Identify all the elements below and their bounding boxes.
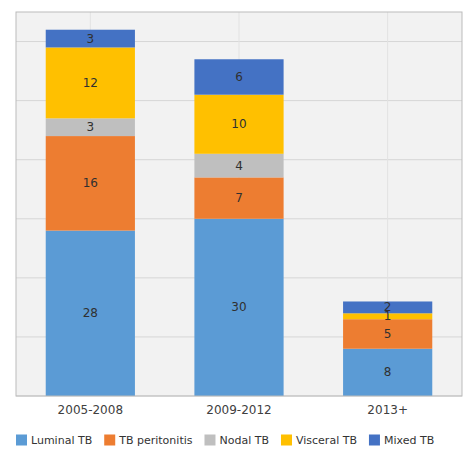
data-label: 12: [83, 76, 98, 90]
x-tick-label: 2005-2008: [58, 403, 123, 417]
x-tick-label: 2013+: [367, 403, 408, 417]
data-label: 3: [87, 32, 95, 46]
bar-segment: [194, 59, 283, 94]
data-label: 3: [87, 120, 95, 134]
data-labels: 2830816753412101362: [83, 32, 392, 380]
legend-label: Luminal TB: [31, 434, 92, 447]
plot-background: [16, 12, 462, 396]
legend-label: TB peritonitis: [118, 434, 193, 447]
legend-item: TB peritonitis: [104, 434, 193, 447]
data-label: 10: [231, 117, 246, 131]
data-label: 6: [235, 70, 243, 84]
data-label: 28: [83, 306, 98, 320]
x-tick-label: 2009-2012: [206, 403, 271, 417]
bar-segment: [46, 118, 135, 136]
legend-item: Mixed TB: [369, 434, 434, 447]
plot-frame: [16, 12, 462, 396]
bar-segment: [194, 177, 283, 218]
chart-svg: 28308167534121013622005-20082009-2012201…: [0, 0, 474, 474]
bar-segment: [46, 30, 135, 48]
legend-item: Nodal TB: [204, 434, 269, 447]
legend-label: Visceral TB: [296, 434, 357, 447]
data-label: 16: [83, 176, 98, 190]
data-label: 7: [235, 191, 243, 205]
bar-segment: [46, 231, 135, 396]
bar-segment: [343, 319, 432, 349]
legend-swatch: [204, 435, 215, 446]
data-label: 8: [384, 365, 392, 379]
legend-swatch: [16, 435, 27, 446]
bar-segment: [194, 95, 283, 154]
legend-swatch: [104, 435, 115, 446]
legend-item: Visceral TB: [281, 434, 357, 447]
data-label: 4: [235, 159, 243, 173]
data-label: 30: [231, 300, 246, 314]
data-label: 2: [384, 300, 392, 314]
legend-item: Luminal TB: [16, 434, 92, 447]
legend-swatch: [281, 435, 292, 446]
bar-segment: [194, 154, 283, 178]
legend-label: Mixed TB: [384, 434, 434, 447]
legend-label: Nodal TB: [219, 434, 269, 447]
bar-segment: [46, 47, 135, 118]
legend-swatch: [369, 435, 380, 446]
chart-container: 28308167534121013622005-20082009-2012201…: [0, 0, 474, 474]
bars: [46, 30, 433, 396]
bar-segment: [194, 219, 283, 396]
data-label: 5: [384, 327, 392, 341]
bar-segment: [46, 136, 135, 231]
bar-segment: [343, 349, 432, 396]
legend: Luminal TB TB peritonitis Nodal TB Visceral…: [16, 434, 434, 447]
